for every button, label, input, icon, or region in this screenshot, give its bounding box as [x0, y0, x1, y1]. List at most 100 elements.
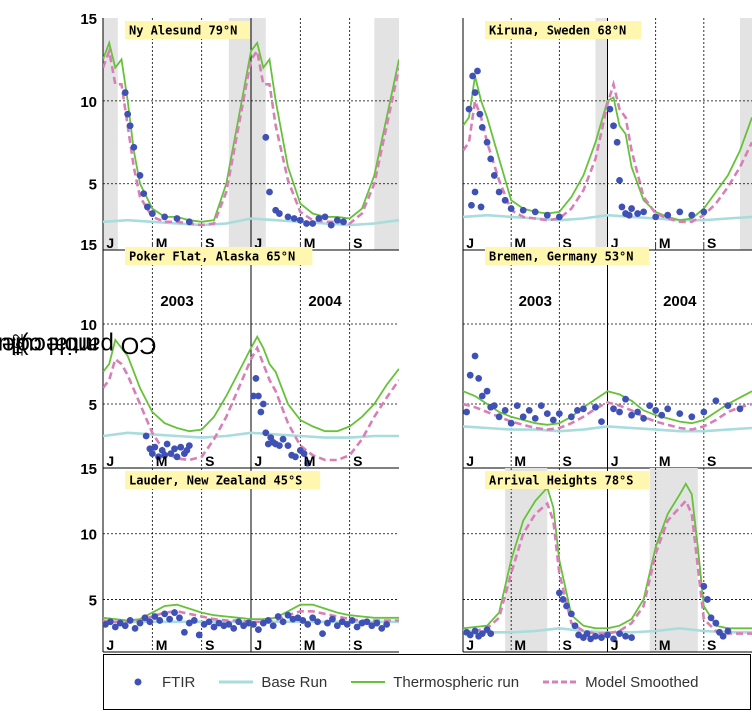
ftir-point [142, 432, 150, 440]
ftir-point [284, 442, 292, 449]
ftir-point [622, 395, 629, 403]
ftir-point [519, 413, 527, 421]
ftir-point [559, 596, 567, 603]
ftir-point [700, 582, 708, 590]
ftir-point [507, 419, 515, 427]
ftir-point [279, 618, 287, 626]
ftir-point [181, 628, 188, 636]
series-line-thermospheric-run [103, 39, 399, 223]
ftir-point [628, 205, 635, 212]
ftir-point [604, 631, 611, 639]
ftir-point [475, 375, 483, 382]
ftir-point [173, 215, 181, 222]
month-tick-label: S [205, 453, 214, 469]
ftir-point [471, 627, 479, 635]
series-line-thermospheric-run [103, 334, 399, 433]
panel-title-box [485, 21, 642, 39]
panel-title: Lauder, New Zealand 45°S [129, 474, 302, 488]
month-tick-label: S [563, 637, 572, 653]
year-label: 2004 [308, 293, 342, 310]
ftir-point [537, 402, 545, 409]
ftir-point [724, 402, 732, 409]
ftir-point [555, 213, 563, 221]
ftir-point [252, 375, 260, 382]
ftir-point [628, 634, 635, 641]
year-label: 2003 [160, 293, 193, 310]
y-tick-label: 10 [80, 527, 97, 544]
ftir-point [688, 211, 696, 219]
ftir-point [121, 622, 129, 630]
ftir-point [319, 630, 326, 637]
ftir-point [333, 622, 341, 630]
ftir-point [688, 413, 696, 421]
shaded-period [374, 18, 399, 250]
ftir-point [618, 203, 626, 211]
month-tick-label: M [514, 453, 526, 469]
ftir-point [269, 622, 277, 630]
ftir-point [126, 617, 134, 624]
month-tick-label: M [156, 235, 168, 251]
ftir-point [284, 611, 292, 619]
chart-panel-1: 5 10 15 J M S J M S Ny Alesund 79°N [80, 11, 399, 251]
ftir-point [466, 371, 474, 379]
ftir-point [275, 210, 283, 217]
ftir-point [205, 618, 213, 626]
ftir-point [469, 72, 477, 80]
ftir-point [571, 622, 579, 630]
ftir-point [471, 352, 479, 360]
ftir-point [171, 445, 178, 453]
ftir-point [664, 211, 672, 219]
month-tick-label: S [205, 637, 214, 653]
series-line-thermospheric-run [463, 390, 752, 426]
ftir-point [652, 213, 660, 221]
ftir-point [148, 450, 156, 457]
ftir-point [126, 122, 134, 130]
ftir-point [567, 413, 575, 421]
ftir-point [353, 623, 361, 631]
ftir-point [315, 215, 323, 222]
shaded-period [103, 18, 118, 250]
ftir-point [487, 630, 495, 637]
ftir-point [144, 203, 151, 211]
month-tick-label: J [466, 637, 474, 653]
ftir-point [279, 435, 287, 443]
ftir-point [373, 619, 381, 627]
ftir-point [640, 415, 648, 422]
legend-item-ftir: FTIR [126, 674, 195, 691]
ftir-point [303, 220, 310, 227]
panel-title-box [125, 21, 250, 39]
panel-title: Ny Alesund 79°N [129, 24, 237, 38]
legend-item-base-run: Base Run [217, 674, 327, 691]
panel-title: Kiruna, Sweden 68°N [489, 24, 626, 38]
month-tick-label: J [466, 453, 474, 469]
ftir-point [616, 408, 623, 416]
ftir-point [185, 442, 193, 449]
ftir-point [161, 451, 169, 459]
ftir-point [700, 208, 708, 216]
month-tick-label: J [466, 235, 474, 251]
legend-marker-dot [134, 678, 142, 686]
y-tick-label: 5 [89, 177, 97, 194]
ftir-point [264, 617, 272, 624]
ftir-point [299, 617, 307, 624]
ftir-point [131, 624, 139, 632]
month-tick-label: M [304, 453, 316, 469]
ftir-point [543, 410, 551, 417]
ftir-point [257, 408, 265, 416]
ftir-point [163, 440, 171, 448]
month-tick-label: S [353, 637, 362, 653]
ftir-point [592, 632, 599, 640]
ftir-point [477, 203, 485, 211]
ftir-point [321, 213, 329, 221]
ftir-point [719, 632, 727, 640]
ftir-point [333, 216, 341, 224]
ftir-point [640, 208, 648, 216]
ftir-point [610, 635, 617, 643]
ftir-point [466, 631, 474, 639]
ftir-point [664, 405, 672, 413]
ftir-point [613, 138, 621, 146]
ftir-point [340, 218, 347, 226]
ftir-point [314, 618, 321, 626]
ftir-point [107, 618, 114, 626]
